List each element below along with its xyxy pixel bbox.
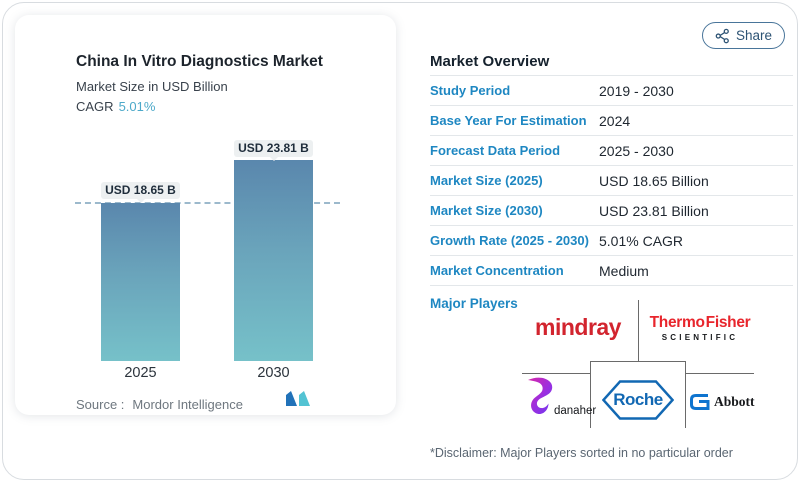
mordor-intelligence-logo-icon [286, 391, 310, 406]
row-label: Market Size (2030) [430, 203, 543, 218]
roche-hexagon-icon [602, 380, 674, 420]
row-label: Study Period [430, 83, 511, 98]
share-icon [715, 28, 729, 43]
chart-subtitle: Market Size in USD Billion [76, 79, 228, 94]
bar-2025 [101, 203, 180, 361]
major-players-label: Major Players [430, 296, 518, 311]
market-chart-card: China In Vitro Diagnostics Market Market… [15, 15, 396, 415]
reference-dashed-line [75, 202, 340, 204]
row-value: USD 18.65 Billion [599, 172, 709, 189]
thermo-fisher-scientific-text: SCIENTIFIC [661, 333, 739, 342]
roche-wordmark: Roche [613, 390, 663, 409]
chart-title: China In Vitro Diagnostics Market [76, 53, 323, 70]
row-label: Market Size (2025) [430, 173, 543, 188]
abbott-wordmark: Abbott [714, 394, 755, 409]
row-label: Growth Rate (2025 - 2030) [430, 233, 589, 248]
bar-2030 [234, 160, 313, 361]
table-row: Market Size (2025) USD 18.65 Billion [430, 166, 793, 196]
danaher-wordmark: danaher [554, 405, 597, 417]
source-value: Mordor Intelligence [132, 397, 243, 412]
row-value: Medium [599, 262, 649, 279]
mindray-logo: mindray [535, 314, 621, 340]
table-row: Study Period 2019 - 2030 [430, 76, 793, 106]
overview-heading: Market Overview [430, 53, 550, 70]
players-disclaimer: *Disclaimer: Major Players sorted in no … [430, 446, 733, 460]
share-button[interactable]: Share [702, 22, 785, 49]
row-label: Base Year For Estimation [430, 113, 587, 128]
table-row: Base Year For Estimation 2024 [430, 106, 793, 136]
cagr-label: CAGR [76, 99, 114, 114]
row-value: 5.01% CAGR [599, 232, 684, 249]
chart-cagr: CAGR 5.01% [76, 99, 155, 114]
players-divider-left [522, 373, 590, 374]
table-row: Market Concentration Medium [430, 256, 793, 286]
x-axis-label-2025: 2025 [124, 365, 157, 381]
players-divider-right [686, 373, 754, 374]
value-label-2030: USD 23.81 B [234, 140, 313, 161]
row-value: USD 23.81 Billion [599, 202, 709, 219]
table-row: Growth Rate (2025 - 2030) 5.01% CAGR [430, 226, 793, 256]
share-button-label: Share [735, 28, 773, 43]
row-label: Market Concentration [430, 263, 564, 278]
row-value: 2025 - 2030 [599, 142, 674, 159]
x-axis-label-2030: 2030 [257, 365, 290, 381]
table-row: Forecast Data Period 2025 - 2030 [430, 136, 793, 166]
row-label: Forecast Data Period [430, 143, 561, 158]
row-value: 2024 [599, 112, 631, 129]
source-attribution: Source : Mordor Intelligence [76, 397, 243, 412]
thermo-fisher-wordmark: Thermo Fisher [649, 314, 751, 331]
abbott-a-icon [690, 394, 710, 410]
cagr-value: 5.01% [118, 99, 156, 114]
thermo-fisher-logo: Thermo Fisher SCIENTIFIC [644, 314, 756, 342]
players-divider-vertical [638, 300, 639, 361]
overview-table: Study Period 2019 - 2030 Base Year For E… [430, 75, 793, 286]
table-row: Market Size (2030) USD 23.81 Billion [430, 196, 793, 226]
row-value: 2019 - 2030 [599, 82, 674, 99]
value-label-2025: USD 18.65 B [101, 182, 180, 203]
danaher-swoosh-icon [528, 377, 553, 415]
source-label: Source : [76, 397, 125, 412]
